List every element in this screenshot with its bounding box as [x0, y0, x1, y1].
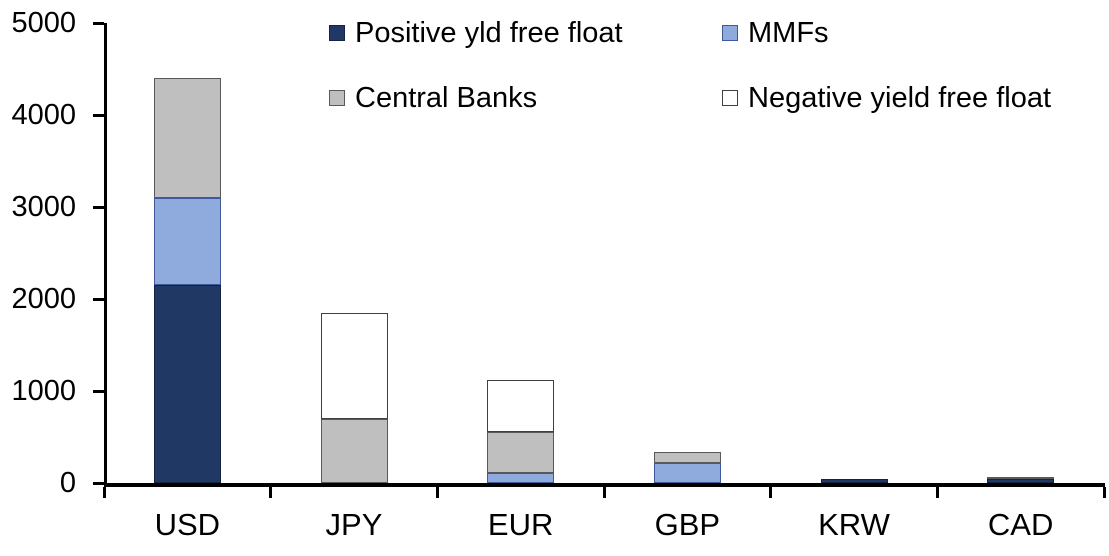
y-axis-tick-label: 5000 — [11, 7, 76, 39]
y-axis-tick-label: 0 — [59, 467, 76, 499]
bar-segment-gbp-central-banks — [653, 452, 721, 463]
bar-segment-eur-mmfs — [487, 472, 555, 483]
y-axis-tick — [93, 22, 104, 25]
y-axis-tick — [93, 482, 104, 485]
y-axis-tick-label: 4000 — [11, 99, 76, 131]
bar-segment-gbp-mmfs — [653, 462, 721, 483]
y-axis-tick — [93, 206, 104, 209]
x-axis-tick — [269, 487, 273, 498]
legend-item-central-banks: Central Banks — [329, 81, 722, 115]
legend-item-mmfs: MMFs — [722, 16, 1051, 50]
legend-label-negative-yield-free-float: Negative yield free float — [748, 82, 1052, 114]
legend-swatch-negative-yield-free-float — [722, 90, 738, 106]
x-axis-tick — [602, 487, 606, 498]
x-axis-tick — [1102, 487, 1106, 498]
x-axis-category-label: JPY — [325, 507, 383, 542]
legend-swatch-mmfs — [722, 25, 738, 41]
x-axis-tick — [935, 487, 939, 498]
bar-segment-krw-positive-yld-free-float — [820, 478, 888, 483]
x-axis-category-label: EUR — [487, 507, 554, 542]
bar-segment-usd-positive-yld-free-float — [153, 285, 221, 483]
legend-item-negative-yield-free-float: Negative yield free float — [722, 81, 1051, 115]
bar-segment-cad-positive-yld-free-float — [987, 479, 1055, 483]
bar-segment-cad-central-banks — [987, 477, 1055, 480]
x-axis-line — [104, 483, 1105, 487]
bar-segment-usd-mmfs — [153, 197, 221, 286]
bar-segment-usd-central-banks — [153, 78, 221, 198]
y-axis-tick-label: 3000 — [11, 191, 76, 223]
legend-swatch-positive-yld-free-float — [329, 25, 345, 41]
x-axis-tick — [102, 487, 106, 498]
bar-segment-jpy-negative-yield-free-float — [320, 312, 388, 419]
y-axis-tick-label: 1000 — [11, 375, 76, 407]
x-axis-category-label: CAD — [987, 507, 1054, 542]
bar-segment-eur-negative-yield-free-float — [487, 379, 555, 433]
legend-label-central-banks: Central Banks — [355, 82, 538, 114]
legend-swatch-central-banks — [329, 90, 345, 106]
x-axis-category-label: GBP — [654, 507, 721, 542]
y-axis-tick — [93, 114, 104, 117]
y-axis-line — [104, 23, 107, 483]
x-axis-category-label: KRW — [818, 507, 890, 542]
y-axis-tick-label: 2000 — [11, 283, 76, 315]
bar-segment-jpy-central-banks — [320, 418, 388, 483]
y-axis-tick — [93, 390, 104, 393]
bar-segment-eur-central-banks — [487, 432, 555, 473]
x-axis-tick — [435, 487, 439, 498]
y-axis-tick — [93, 298, 104, 301]
x-axis-tick — [769, 487, 773, 498]
legend-item-positive-yld-free-float: Positive yld free float — [329, 16, 722, 50]
legend-label-positive-yld-free-float: Positive yld free float — [355, 17, 623, 49]
x-axis-category-label: USD — [154, 507, 221, 542]
chart-legend: Positive yld free float MMFs Central Ban… — [329, 16, 1051, 115]
legend-label-mmfs: MMFs — [748, 17, 829, 49]
